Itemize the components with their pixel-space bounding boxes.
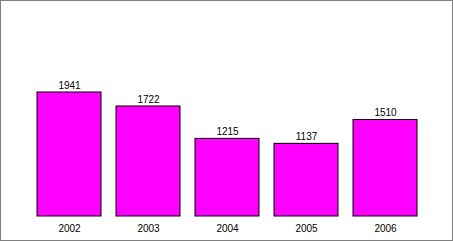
svg-text:1510: 1510 (374, 107, 397, 118)
svg-text:1215: 1215 (216, 126, 239, 137)
svg-text:1941: 1941 (58, 80, 81, 91)
svg-text:2005: 2005 (295, 223, 318, 234)
svg-text:2004: 2004 (216, 223, 239, 234)
svg-text:2003: 2003 (137, 223, 160, 234)
svg-text:2006: 2006 (374, 223, 397, 234)
svg-text:2002: 2002 (58, 223, 81, 234)
svg-text:1722: 1722 (137, 94, 160, 105)
svg-text:1137: 1137 (296, 131, 318, 142)
